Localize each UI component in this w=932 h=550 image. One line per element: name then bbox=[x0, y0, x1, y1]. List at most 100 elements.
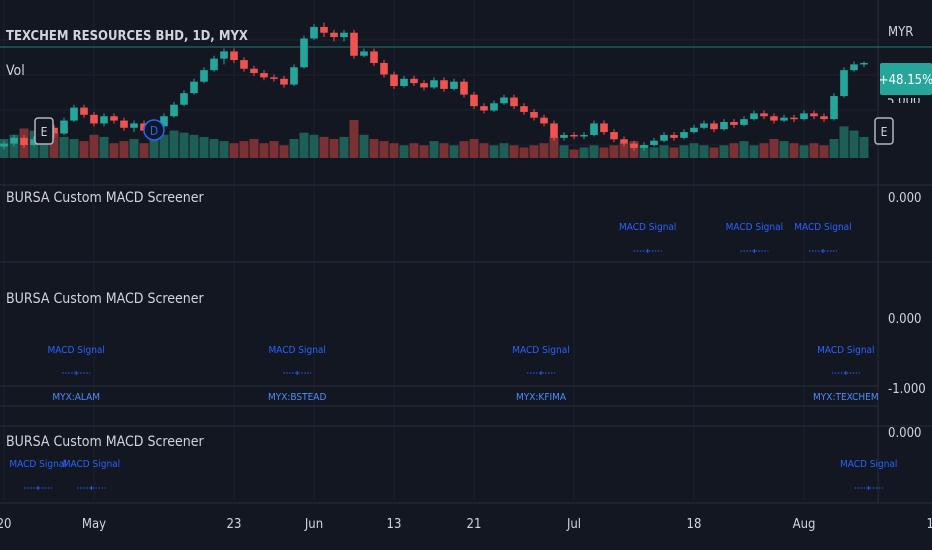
candle[interactable] bbox=[280, 75, 288, 88]
candle[interactable] bbox=[510, 94, 518, 110]
pane-separators bbox=[0, 0, 932, 504]
candle[interactable] bbox=[470, 91, 478, 110]
candle[interactable] bbox=[290, 64, 298, 86]
candle[interactable] bbox=[20, 134, 28, 148]
candle[interactable] bbox=[330, 29, 338, 42]
candle[interactable] bbox=[390, 71, 398, 89]
candle[interactable] bbox=[800, 110, 808, 121]
candle[interactable] bbox=[440, 77, 448, 92]
candle[interactable] bbox=[320, 22, 328, 38]
candle[interactable] bbox=[760, 110, 768, 120]
candle[interactable] bbox=[600, 120, 608, 135]
candle[interactable] bbox=[370, 48, 378, 66]
candle[interactable] bbox=[810, 110, 818, 120]
candle[interactable] bbox=[680, 129, 688, 140]
candle[interactable] bbox=[540, 114, 548, 127]
event-marker-e[interactable]: E bbox=[874, 117, 894, 145]
candle[interactable] bbox=[400, 75, 408, 88]
candle[interactable] bbox=[0, 140, 8, 150]
candle[interactable] bbox=[60, 117, 68, 135]
candle[interactable] bbox=[710, 120, 718, 133]
candle[interactable] bbox=[560, 132, 568, 141]
candle[interactable] bbox=[270, 74, 278, 82]
candle[interactable] bbox=[690, 124, 698, 134]
candle[interactable] bbox=[70, 104, 78, 122]
volume-bar bbox=[709, 147, 719, 158]
event-marker-d[interactable]: D bbox=[143, 119, 165, 141]
candle[interactable] bbox=[200, 67, 208, 84]
candle[interactable] bbox=[250, 65, 258, 76]
candle-body bbox=[420, 83, 428, 88]
candle[interactable] bbox=[860, 61, 868, 68]
candle[interactable] bbox=[830, 93, 838, 121]
candle[interactable] bbox=[430, 77, 438, 89]
candle[interactable] bbox=[480, 103, 488, 114]
candle[interactable] bbox=[630, 140, 638, 151]
candle[interactable] bbox=[790, 114, 798, 122]
candle[interactable] bbox=[410, 75, 418, 86]
candle[interactable] bbox=[360, 48, 368, 58]
candle[interactable] bbox=[850, 61, 858, 72]
candle[interactable] bbox=[220, 48, 228, 65]
candle[interactable] bbox=[730, 119, 738, 128]
candle[interactable] bbox=[570, 132, 578, 140]
time-axis[interactable]: 20 May 23 Jun 13 21 Jul 18 Aug 15 bbox=[0, 517, 932, 532]
candle[interactable] bbox=[210, 55, 218, 72]
candlesticks[interactable] bbox=[0, 22, 868, 151]
candle[interactable] bbox=[840, 67, 848, 98]
candle[interactable] bbox=[450, 78, 458, 91]
candle[interactable] bbox=[670, 132, 678, 141]
candle[interactable] bbox=[740, 116, 748, 127]
candle-body bbox=[220, 51, 228, 59]
candle[interactable] bbox=[820, 113, 828, 122]
candle[interactable] bbox=[610, 129, 618, 143]
candle[interactable] bbox=[500, 94, 508, 105]
candle[interactable] bbox=[170, 101, 178, 118]
candle[interactable] bbox=[350, 29, 358, 59]
candle[interactable] bbox=[260, 70, 268, 81]
candle[interactable] bbox=[420, 80, 428, 91]
candle[interactable] bbox=[520, 103, 528, 115]
candle[interactable] bbox=[310, 24, 318, 40]
candle[interactable] bbox=[780, 114, 788, 122]
candle[interactable] bbox=[620, 136, 628, 147]
candle[interactable] bbox=[90, 111, 98, 127]
candle[interactable] bbox=[50, 124, 58, 138]
candle[interactable] bbox=[550, 120, 558, 141]
candle[interactable] bbox=[130, 120, 138, 133]
candle[interactable] bbox=[100, 113, 108, 127]
volume-bar bbox=[69, 139, 79, 158]
candle[interactable] bbox=[700, 120, 708, 130]
candle[interactable] bbox=[30, 136, 38, 147]
volume-bar bbox=[479, 143, 489, 158]
candle[interactable] bbox=[110, 113, 118, 124]
candle[interactable] bbox=[160, 113, 168, 128]
candle[interactable] bbox=[660, 132, 668, 143]
candle[interactable] bbox=[460, 78, 468, 98]
candle[interactable] bbox=[720, 119, 728, 131]
candle[interactable] bbox=[10, 134, 18, 147]
candle[interactable] bbox=[380, 60, 388, 78]
candle[interactable] bbox=[590, 120, 598, 137]
candle[interactable] bbox=[770, 113, 778, 124]
candle[interactable] bbox=[80, 104, 88, 118]
candle[interactable] bbox=[120, 117, 128, 131]
candle-body bbox=[320, 26, 328, 33]
candle[interactable] bbox=[530, 109, 538, 121]
candle[interactable] bbox=[640, 142, 648, 151]
candle-body bbox=[660, 134, 668, 141]
candle[interactable] bbox=[180, 90, 188, 107]
candle[interactable] bbox=[340, 29, 348, 42]
candle[interactable] bbox=[230, 48, 238, 63]
candle[interactable] bbox=[650, 137, 658, 147]
candle[interactable] bbox=[490, 100, 498, 112]
candle[interactable] bbox=[190, 78, 198, 95]
candle[interactable] bbox=[580, 132, 588, 140]
candle[interactable] bbox=[300, 35, 308, 69]
candle[interactable] bbox=[750, 110, 758, 121]
candle[interactable] bbox=[240, 57, 248, 72]
event-marker-e[interactable]: E bbox=[34, 117, 54, 145]
candle-body bbox=[10, 137, 18, 144]
